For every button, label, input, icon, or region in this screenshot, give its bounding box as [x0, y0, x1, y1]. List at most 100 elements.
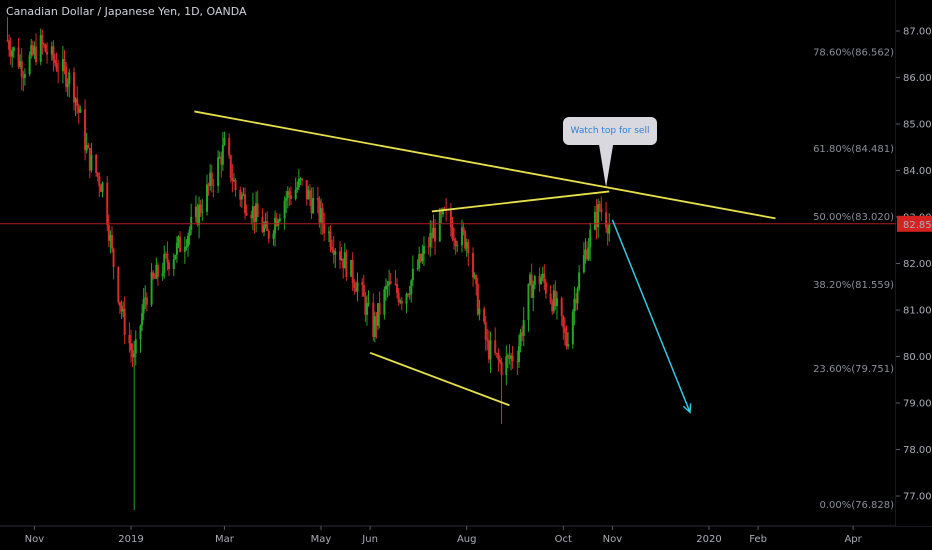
- candle-body: [506, 355, 509, 357]
- y-tick-label: 77.000: [903, 492, 932, 503]
- candle-body: [95, 154, 98, 173]
- x-tick-label: May: [311, 534, 332, 545]
- candle-body: [144, 297, 147, 299]
- candle-body: [52, 46, 55, 60]
- candle-body: [310, 198, 313, 214]
- candle-body: [188, 229, 191, 236]
- fib-retracement-labels: 78.60%(86.562) 61.80%(84.481) 50.00%(83.02…: [813, 47, 894, 511]
- candle-body: [321, 208, 324, 224]
- candle-body: [65, 66, 68, 87]
- candle-body: [472, 252, 475, 278]
- candle-body: [42, 44, 45, 46]
- candle-body: [12, 47, 15, 51]
- drawing-overlays: [0, 110, 896, 414]
- candle-body: [44, 44, 47, 52]
- candle-body: [467, 242, 470, 253]
- candle-body: [305, 180, 308, 200]
- candle-body: [498, 359, 501, 362]
- candle-body: [155, 264, 158, 279]
- candle-body: [261, 217, 264, 233]
- candle-body: [101, 182, 104, 192]
- candle-body: [549, 293, 552, 303]
- price-axis-bg: [896, 0, 932, 526]
- time-axis[interactable]: Nov 2019 Mar May Jun Aug Oct Nov 2020 Feb Apr: [25, 526, 863, 545]
- candle-body: [584, 249, 587, 256]
- candle-body: [582, 255, 585, 273]
- candle-body: [565, 332, 568, 347]
- candle-body: [372, 302, 375, 337]
- candle-body: [172, 259, 175, 270]
- candle-body: [551, 302, 554, 312]
- candle-body: [418, 254, 421, 269]
- candle-body: [361, 282, 364, 285]
- projection-arrow: [611, 219, 691, 413]
- candle-body: [17, 47, 20, 67]
- candle-body: [41, 35, 44, 45]
- annotation-callout[interactable]: Watch top for sell: [563, 117, 657, 145]
- candle-body: [389, 281, 392, 284]
- candle-body: [8, 40, 11, 50]
- candle-body: [183, 246, 186, 252]
- candle-body: [339, 251, 342, 260]
- candle-body: [416, 268, 419, 270]
- y-tick-label: 84.000: [903, 166, 932, 177]
- x-tick-label: Aug: [457, 534, 477, 545]
- candle-body: [210, 172, 213, 185]
- candle-body: [516, 361, 519, 363]
- candle-body: [221, 144, 224, 165]
- candle-body: [405, 293, 408, 304]
- candle-body: [23, 74, 26, 78]
- candle-body: [462, 227, 465, 232]
- candle-body: [441, 208, 444, 215]
- candle-body: [253, 206, 256, 222]
- candle-body: [231, 177, 234, 182]
- candle-body: [46, 51, 49, 55]
- candle-body: [308, 190, 311, 199]
- candle-body: [72, 72, 75, 103]
- candle-body: [156, 264, 159, 277]
- candle-body: [209, 172, 212, 186]
- candle-body: [595, 211, 598, 228]
- candle-body: [85, 145, 88, 151]
- candle-body: [343, 252, 346, 269]
- price-axis[interactable]: 77.00078.00079.00080.00081.00082.00083.0…: [896, 0, 932, 526]
- candle-body: [578, 272, 581, 289]
- candle-body: [593, 211, 596, 230]
- candle-body: [529, 274, 532, 284]
- candle-body: [190, 216, 193, 230]
- candle-body: [519, 332, 522, 347]
- candle-body: [378, 303, 381, 315]
- candle-body: [96, 172, 99, 177]
- candle-body: [9, 49, 12, 57]
- candle-body: [362, 284, 365, 297]
- candle-body: [567, 344, 570, 347]
- candle-body: [139, 325, 142, 340]
- candle-body: [99, 186, 102, 192]
- candle-body: [168, 262, 171, 270]
- candle-body: [50, 46, 53, 55]
- candle-body: [427, 246, 430, 248]
- candle-body: [460, 227, 463, 246]
- candle-body: [228, 137, 231, 156]
- candle-body: [77, 105, 80, 113]
- fib-level-label: 61.80%(84.481): [813, 144, 894, 155]
- callout-pointer: [599, 145, 614, 188]
- candle-body: [429, 232, 432, 247]
- candle-body: [486, 339, 489, 341]
- candle-body: [107, 225, 110, 241]
- upper-trendline: [194, 110, 776, 220]
- candle-body: [145, 297, 148, 305]
- candle-body: [239, 190, 242, 200]
- candle-body: [153, 277, 156, 279]
- candle-body: [517, 346, 520, 363]
- candle-body: [586, 249, 589, 260]
- candle-body: [476, 283, 479, 315]
- candle-body: [487, 340, 490, 360]
- candle-body: [397, 293, 400, 303]
- candle-body: [560, 298, 563, 316]
- candle-body: [31, 45, 34, 55]
- candle-body: [255, 203, 258, 222]
- candle-body: [432, 228, 435, 239]
- candle-body: [55, 62, 58, 71]
